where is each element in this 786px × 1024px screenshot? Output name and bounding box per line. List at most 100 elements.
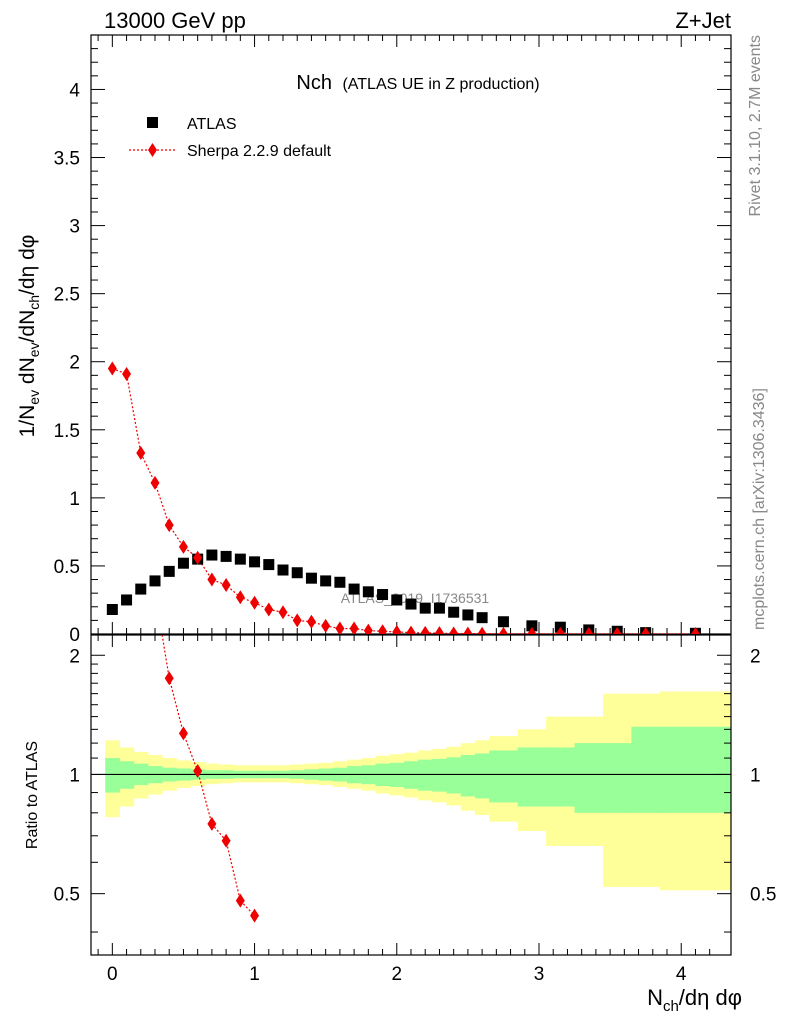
stat-band-bin [546, 747, 576, 807]
plot-title: Nch (ATLAS UE in Z production) [296, 72, 539, 94]
sherpa-line [112, 367, 696, 634]
atlas-point [206, 549, 218, 561]
atlas-point [249, 556, 261, 568]
sherpa-point [584, 626, 594, 634]
main-y-tick-label: 3 [69, 217, 80, 238]
sherpa-point [292, 613, 302, 628]
atlas-point [135, 583, 147, 595]
stat-band-bin [489, 750, 519, 803]
ratio-y-tick-label-right: 2 [750, 646, 761, 667]
atlas-point [177, 557, 189, 569]
sherpa-ratio-line [161, 635, 255, 917]
stat-band-bin [574, 743, 604, 813]
ratio-y-tick-label-left: 0.5 [54, 885, 80, 906]
ratio-y-axis-label: Ratio to ATLAS [24, 741, 41, 849]
sherpa-ratio-point [250, 908, 260, 923]
stat-band-bin [446, 757, 462, 794]
sherpa-ratio-point [151, 584, 160, 598]
atlas-point [320, 575, 332, 587]
header-energy-label: 13000 GeV pp [104, 8, 246, 33]
legend-label-sherpa: Sherpa 2.2.9 default [187, 143, 332, 160]
atlas-point [419, 602, 431, 614]
stat-band-bin [659, 726, 731, 813]
atlas-point [334, 576, 346, 588]
atlas-point [149, 575, 161, 587]
sherpa-point [221, 577, 231, 592]
sherpa-point [463, 626, 473, 634]
sherpa-point [278, 605, 288, 620]
main-data-layer [106, 361, 701, 634]
sherpa-ratio-point [193, 764, 203, 779]
ratio-data-layer [151, 584, 260, 923]
sherpa-point [193, 550, 203, 565]
atlas-point [121, 594, 133, 606]
main-y-axis-label: 1/Nev dNev/dNch/dη dφ [16, 235, 42, 438]
atlas-point [448, 606, 460, 618]
sherpa-point [335, 621, 345, 634]
sherpa-point [363, 623, 373, 634]
ratio-y-tick-label-left: 2 [69, 646, 80, 667]
main-y-tick-label: 1.5 [54, 421, 80, 442]
sherpa-point [612, 626, 622, 634]
stat-band-bin [603, 743, 632, 813]
legend: ATLAS Sherpa 2.2.9 default [129, 116, 332, 160]
sherpa-point [392, 624, 402, 634]
stat-band-bin [418, 759, 433, 791]
sherpa-ratio-point [235, 893, 245, 908]
sherpa-point [449, 626, 459, 634]
atlas-point [476, 612, 488, 624]
atlas-point [462, 609, 474, 621]
atlas-point [263, 559, 275, 571]
stat-band-bin [432, 758, 448, 792]
mcplots-label: mcplots.cern.ch [arXiv:1306.3436] [751, 388, 768, 630]
sherpa-point [150, 475, 160, 490]
sherpa-point [378, 624, 388, 634]
atlas-point [526, 620, 538, 632]
atlas-point [163, 565, 175, 577]
sherpa-point [641, 626, 651, 634]
sherpa-point [250, 595, 260, 610]
main-y-tick-label: 0.5 [54, 557, 80, 578]
sherpa-ratio-point [221, 833, 231, 848]
ratio-y-tick-label-left: 1 [69, 765, 80, 786]
main-y-tick-label: 1 [69, 489, 80, 510]
sherpa-point [498, 626, 508, 634]
x-tick-label: 2 [391, 964, 402, 985]
sherpa-point [477, 626, 487, 634]
sherpa-point [555, 626, 565, 634]
atlas-point [362, 586, 374, 598]
legend-marker-sherpa [148, 143, 157, 157]
sherpa-point [164, 518, 174, 533]
atlas-point [348, 583, 360, 595]
sherpa-point [321, 618, 331, 633]
atlas-point [305, 572, 317, 584]
sherpa-point [264, 602, 274, 617]
plot-title-main: Nch [296, 72, 332, 94]
sherpa-point [122, 366, 132, 381]
main-y-tick-label: 0 [69, 625, 80, 646]
atlas-point [277, 564, 289, 576]
main-y-tick-label: 3.5 [54, 149, 80, 170]
atlas-point [377, 589, 389, 601]
sherpa-ratio-point [164, 671, 174, 686]
atlas-point [220, 550, 232, 562]
atlas-point [405, 598, 417, 610]
sherpa-point [349, 621, 359, 634]
sherpa-point [420, 625, 430, 634]
atlas-point [433, 602, 445, 614]
ratio-y-tick-label-right: 1 [750, 765, 761, 786]
sherpa-point [406, 625, 416, 634]
rivet-version-label: Rivet 3.1.10, 2.7M events [747, 35, 764, 216]
sherpa-ratio-point [178, 726, 188, 741]
x-tick-label: 3 [534, 964, 545, 985]
sherpa-point [107, 361, 117, 376]
legend-marker-atlas [147, 117, 158, 128]
main-y-tick-label: 2.5 [54, 285, 80, 306]
x-tick-label: 0 [107, 964, 118, 985]
plot-title-sub: (ATLAS UE in Z production) [342, 76, 539, 93]
main-y-tick-label: 4 [69, 80, 80, 101]
sherpa-point [136, 445, 146, 460]
legend-label-atlas: ATLAS [187, 116, 237, 133]
x-tick-label: 4 [676, 964, 687, 985]
